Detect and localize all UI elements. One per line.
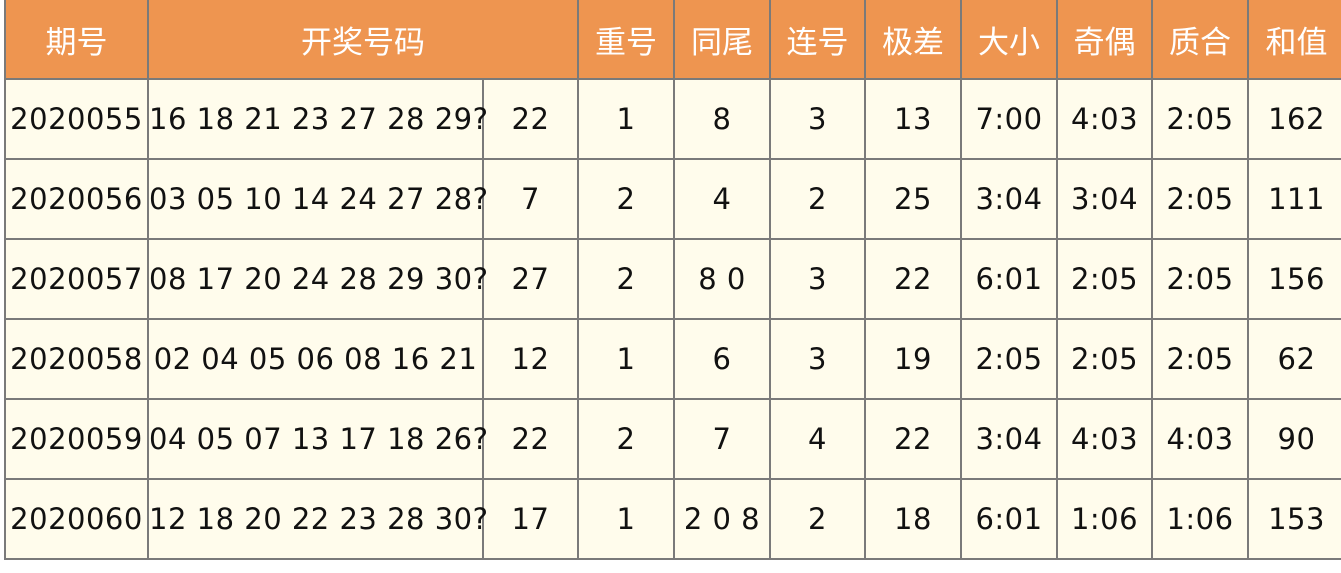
- cell-big-small: 3:04: [960, 398, 1058, 480]
- header-repeat: 重号: [577, 0, 675, 80]
- header-same-tail: 同尾: [673, 0, 771, 80]
- cell-consecutive: 3: [769, 238, 866, 320]
- cell-consecutive: 3: [769, 78, 866, 160]
- cell-sum: 153: [1247, 478, 1341, 560]
- cell-sum: 90: [1247, 398, 1341, 480]
- cell-prime-composite: 4:03: [1151, 398, 1249, 480]
- cell-odd-even: 4:03: [1056, 78, 1153, 160]
- cell-odd-even: 4:03: [1056, 398, 1153, 480]
- cell-special: 22: [482, 78, 579, 160]
- cell-special: 27: [482, 238, 579, 320]
- cell-numbers: 03 05 10 14 24 27 28?: [147, 158, 488, 240]
- cell-consecutive: 3: [769, 318, 866, 400]
- cell-special: 12: [482, 318, 579, 400]
- cell-range: 13: [864, 78, 962, 160]
- cell-issue: 2020057: [4, 238, 149, 320]
- header-row: 期号 开奖号码 重号 同尾 连号 极差 大小 奇偶 质合 和值: [4, 0, 1341, 80]
- cell-numbers: 04 05 07 13 17 18 26?: [147, 398, 488, 480]
- header-consecutive: 连号: [769, 0, 866, 80]
- cell-prime-composite: 2:05: [1151, 318, 1249, 400]
- cell-same-tail: 8: [673, 78, 771, 160]
- table-row: 2020060 12 18 20 22 23 28 30? 17 1 2 0 8 2 18 6…: [4, 478, 1341, 560]
- table-row: 2020055 16 18 21 23 27 28 29? 22 1 8 3 13 7:00 4…: [4, 78, 1341, 160]
- lottery-results-table: 期号 开奖号码 重号 同尾 连号 极差 大小 奇偶 质合 和值 2020055 1…: [4, 0, 1341, 560]
- cell-issue: 2020056: [4, 158, 149, 240]
- cell-prime-composite: 2:05: [1151, 238, 1249, 320]
- cell-repeat: 2: [577, 158, 675, 240]
- cell-odd-even: 2:05: [1056, 238, 1153, 320]
- table-row: 2020058 02 04 05 06 08 16 21 12 1 6 3 19 2:05 2:…: [4, 318, 1341, 400]
- cell-issue: 2020055: [4, 78, 149, 160]
- header-odd-even: 奇偶: [1056, 0, 1153, 80]
- cell-big-small: 6:01: [960, 478, 1058, 560]
- header-issue: 期号: [4, 0, 149, 80]
- cell-repeat: 1: [577, 78, 675, 160]
- cell-prime-composite: 2:05: [1151, 158, 1249, 240]
- cell-numbers: 08 17 20 24 28 29 30?: [147, 238, 488, 320]
- cell-issue: 2020060: [4, 478, 149, 560]
- cell-consecutive: 2: [769, 478, 866, 560]
- cell-prime-composite: 2:05: [1151, 78, 1249, 160]
- cell-special: 22: [482, 398, 579, 480]
- cell-range: 22: [864, 238, 962, 320]
- cell-sum: 162: [1247, 78, 1341, 160]
- cell-consecutive: 4: [769, 398, 866, 480]
- cell-big-small: 2:05: [960, 318, 1058, 400]
- cell-sum: 156: [1247, 238, 1341, 320]
- cell-numbers: 16 18 21 23 27 28 29?: [147, 78, 488, 160]
- table-row: 2020059 04 05 07 13 17 18 26? 22 2 7 4 22 3:04 4…: [4, 398, 1341, 480]
- header-sum: 和值: [1247, 0, 1341, 80]
- cell-sum: 62: [1247, 318, 1341, 400]
- cell-big-small: 6:01: [960, 238, 1058, 320]
- cell-range: 22: [864, 398, 962, 480]
- cell-sum: 111: [1247, 158, 1341, 240]
- cell-big-small: 7:00: [960, 78, 1058, 160]
- table-row: 2020056 03 05 10 14 24 27 28? 7 2 4 2 25 3:04 3:…: [4, 158, 1341, 240]
- cell-issue: 2020058: [4, 318, 149, 400]
- header-numbers: 开奖号码: [147, 0, 579, 80]
- cell-numbers: 12 18 20 22 23 28 30?: [147, 478, 488, 560]
- cell-repeat: 1: [577, 478, 675, 560]
- cell-odd-even: 2:05: [1056, 318, 1153, 400]
- cell-range: 25: [864, 158, 962, 240]
- cell-same-tail: 2 0 8: [673, 478, 771, 560]
- cell-same-tail: 8 0: [673, 238, 771, 320]
- table-row: 2020057 08 17 20 24 28 29 30? 27 2 8 0 3 22 6:0…: [4, 238, 1341, 320]
- cell-odd-even: 3:04: [1056, 158, 1153, 240]
- cell-prime-composite: 1:06: [1151, 478, 1249, 560]
- cell-big-small: 3:04: [960, 158, 1058, 240]
- cell-odd-even: 1:06: [1056, 478, 1153, 560]
- cell-range: 19: [864, 318, 962, 400]
- cell-repeat: 2: [577, 398, 675, 480]
- cell-special: 7: [482, 158, 579, 240]
- cell-same-tail: 6: [673, 318, 771, 400]
- header-range: 极差: [864, 0, 962, 80]
- cell-consecutive: 2: [769, 158, 866, 240]
- header-prime-composite: 质合: [1151, 0, 1249, 80]
- cell-same-tail: 7: [673, 398, 771, 480]
- cell-special: 17: [482, 478, 579, 560]
- cell-range: 18: [864, 478, 962, 560]
- cell-numbers: 02 04 05 06 08 16 21: [147, 318, 484, 400]
- header-big-small: 大小: [960, 0, 1058, 80]
- cell-issue: 2020059: [4, 398, 149, 480]
- cell-same-tail: 4: [673, 158, 771, 240]
- cell-repeat: 2: [577, 238, 675, 320]
- cell-repeat: 1: [577, 318, 675, 400]
